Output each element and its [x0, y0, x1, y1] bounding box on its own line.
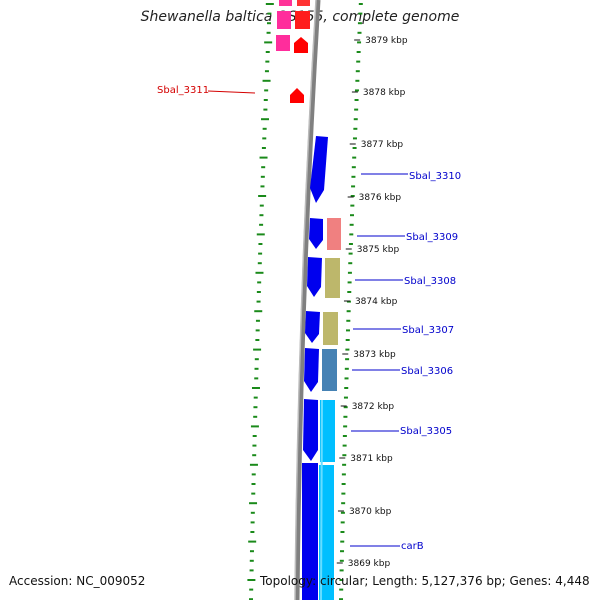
scale-tick-label: 3873 kbp: [353, 350, 396, 360]
genome-backbone: [294, 0, 321, 600]
genome-backbone-highlight: [294, 0, 317, 600]
gene-label-sbal_3310[interactable]: Sbal_3310: [409, 171, 461, 182]
gene-label-sbal_3308[interactable]: Sbal_3308: [404, 276, 456, 287]
gene-label-sbal_3307[interactable]: Sbal_3307: [402, 325, 454, 336]
gene-label-sbal_3311[interactable]: Sbal_3311: [157, 85, 209, 96]
gc-track-left: [247, 3, 274, 600]
scale-tick-label: 3870 kbp: [349, 507, 392, 517]
gene-sbal-3305[interactable]: [303, 399, 318, 461]
gene-label-sbal_3305[interactable]: Sbal_3305: [400, 426, 452, 437]
scale-tick-label: 3869 kbp: [348, 559, 391, 569]
feature-salmon: [327, 218, 341, 250]
gene-sbal-3310[interactable]: [310, 136, 328, 203]
feature-khaki-1: [325, 258, 340, 298]
gene-pink-top-1[interactable]: [279, 0, 292, 6]
gc-track-right: [339, 3, 363, 600]
genome-summary-label: Topology: circular; Length: 5,127,376 bp…: [260, 574, 590, 588]
gene-red-1[interactable]: [295, 11, 310, 29]
gene-pink-top-2[interactable]: [297, 0, 310, 6]
scale-ticks: 3879 kbp 3878 kbp 3877 kbp 3876 kbp 3875 kbp…: [336, 36, 408, 569]
gene-label-sbal_3309[interactable]: Sbal_3309: [406, 232, 458, 243]
feature-steelblue: [322, 349, 337, 391]
gene-sbal-3308[interactable]: [307, 257, 322, 297]
gene-labels: Sbal_3311 Sbal_3310 Sbal_3309 Sbal_3308 Sbal…: [157, 85, 461, 552]
scale-tick-label: 3875 kbp: [357, 245, 400, 255]
gene-label-carb[interactable]: carB: [401, 541, 424, 552]
scale-tick-label: 3874 kbp: [355, 297, 398, 307]
gene-sbal-3309[interactable]: [309, 218, 323, 249]
scale-tick-label: 3879 kbp: [365, 36, 408, 46]
gene-sbal-3306[interactable]: [304, 348, 319, 392]
gene-red-2[interactable]: [294, 37, 308, 53]
feature-cyan-1: [320, 400, 335, 462]
feature-cyan-highlight: [320, 399, 323, 600]
scale-tick-label: 3876 kbp: [359, 193, 402, 203]
gene-label-leader: [207, 90, 256, 94]
scale-tick-label: 3872 kbp: [352, 402, 395, 412]
gene-label-sbal_3306[interactable]: Sbal_3306: [401, 366, 453, 377]
gene-pink-2[interactable]: [276, 35, 290, 51]
feature-cyan-2: [319, 465, 334, 600]
feature-khaki-2: [323, 312, 338, 345]
scale-tick-label: 3878 kbp: [363, 88, 406, 98]
accession-label: Accession: NC_009052: [9, 574, 146, 588]
gene-pink-1[interactable]: [277, 11, 291, 29]
scale-tick-label: 3871 kbp: [350, 454, 393, 464]
scale-tick-label: 3877 kbp: [361, 140, 404, 150]
gene-sbal-3307[interactable]: [305, 311, 320, 343]
gene-sbal-3311[interactable]: [290, 88, 304, 103]
gene-carB[interactable]: [302, 463, 318, 600]
